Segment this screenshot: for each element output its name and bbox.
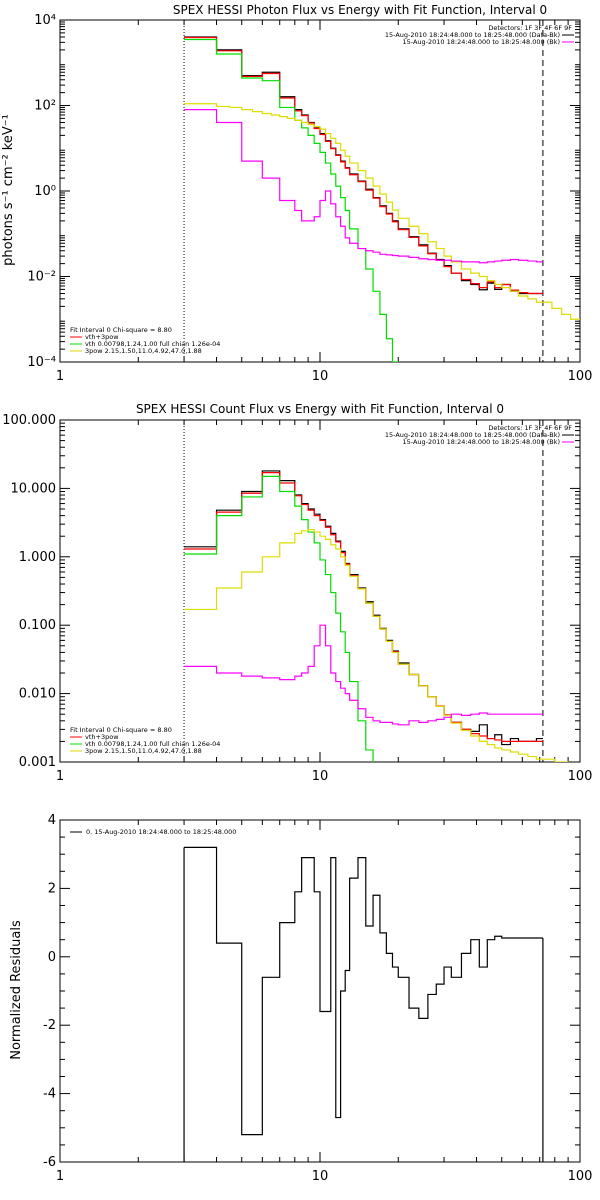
- series-3pow-extension-line: [542, 758, 569, 762]
- series-data-bk-line: [184, 36, 543, 295]
- y-tick-label: 2: [48, 881, 56, 896]
- series-3pow-line: [184, 103, 543, 303]
- legend-bk: 15-Aug-2010 18:24:48.000 to 18:25:48.000…: [403, 438, 560, 446]
- y-tick-label: -2: [43, 1018, 56, 1033]
- y-tick-label: 100.000: [2, 413, 56, 428]
- legend-bottom: Fit Interval 0 Chi-square = 8.80 vth+3po…: [70, 326, 220, 355]
- x-tick-label: 100: [568, 369, 593, 384]
- x-tick-label: 100: [568, 1169, 593, 1184]
- series-group: [183, 20, 580, 362]
- legend-bk: 15-Aug-2010 18:24:48.000 to 18:25:48.000…: [403, 38, 560, 46]
- legend-bottom: Fit Interval 0 Chi-square = 8.80 vth+3po…: [70, 726, 220, 755]
- y-tick-label: 10⁻²: [27, 270, 56, 285]
- x-tick-label: 100: [568, 769, 593, 784]
- residuals-panel: Normalized Residuals 1 10 100 -6 -4 -2 0 2 4 0. …: [9, 813, 592, 1184]
- series-bk-line: [184, 109, 543, 264]
- series-vth-line: [184, 475, 374, 762]
- plot-frame: [59, 19, 581, 363]
- axis-ticks: 1 10 100 0.001 0.010 0.100 1.000 10.000 100.000: [2, 413, 592, 784]
- legend-3pow: 3pow 2.15,1.50,11.0,4.92,47.0,1.88: [85, 747, 202, 755]
- x-tick-label: 10: [312, 769, 329, 784]
- series-group: [183, 420, 569, 762]
- legend-detectors: Detectors: 1F 3F 4F 6F 9F: [488, 424, 572, 432]
- series-0-line: [184, 846, 543, 1136]
- legend-3pow: 3pow 2.15,1.50,11.0,4.92,47.0,1.88: [85, 347, 202, 355]
- x-tick-label: 1: [56, 769, 64, 784]
- y-tick-label: 10⁰: [34, 184, 56, 199]
- legend-vth: vth 0.00798,1.24,1.00 full chian 1.26e-0…: [85, 340, 220, 348]
- y-axis-label: photons s⁻¹ cm⁻² keV⁻¹: [1, 114, 16, 266]
- series-bk-line: [184, 624, 543, 726]
- series-3pow-line: [184, 528, 543, 760]
- x-tick-label: 1: [56, 1169, 64, 1184]
- count-flux-panel: SPEX HESSI Count Flux vs Energy with Fit…: [2, 402, 592, 784]
- y-tick-label: -4: [43, 1087, 56, 1102]
- legend-data-bk: 15-Aug-2010 18:24:48.000 to 18:25:48.000…: [385, 31, 560, 39]
- y-tick-label: 0.010: [19, 687, 56, 702]
- y-tick-label: 10⁻⁴: [27, 355, 56, 370]
- legend-top: Detectors: 1F 3F 4F 6F 9F 15-Aug-2010 18…: [385, 424, 574, 446]
- y-tick-label: 0: [48, 950, 56, 965]
- series-vth-3pow-line: [184, 36, 543, 295]
- chart-title: SPEX HESSI Photon Flux vs Energy with Fi…: [173, 3, 547, 17]
- series-vth-line: [184, 38, 399, 362]
- legend-vth: vth 0.00798,1.24,1.00 full chian 1.26e-0…: [85, 740, 220, 748]
- series-group: [183, 846, 544, 1162]
- photon-flux-panel: SPEX HESSI Photon Flux vs Energy with Fi…: [1, 3, 592, 384]
- legend-detectors: Detectors: 1F 3F 4F 6F 9F: [488, 24, 572, 32]
- x-tick-label: 1: [56, 369, 64, 384]
- legend-vth3pow: vth+3pow: [85, 333, 119, 341]
- series-3pow-extension-line: [542, 301, 580, 320]
- x-tick-label: 10: [312, 369, 329, 384]
- legend-top: Detectors: 1F 3F 4F 6F 9F 15-Aug-2010 18…: [385, 24, 574, 46]
- legend-data-bk: 15-Aug-2010 18:24:48.000 to 18:25:48.000…: [385, 431, 560, 439]
- y-tick-label: 10²: [34, 99, 56, 114]
- legend-fit-interval: Fit Interval 0 Chi-square = 8.80: [70, 726, 172, 734]
- y-tick-label: 10.000: [11, 481, 57, 496]
- legend-vth3pow: vth+3pow: [85, 733, 119, 741]
- x-tick-label: 10: [312, 1169, 329, 1184]
- legend-fit-interval: Fit Interval 0 Chi-square = 8.80: [70, 326, 172, 334]
- y-axis-label: Normalized Residuals: [9, 920, 24, 1060]
- series-vth-3pow-line: [184, 472, 543, 743]
- y-tick-label: 4: [48, 813, 56, 828]
- y-tick-label: 0.001: [19, 755, 56, 770]
- legend-interval: 0. 15-Aug-2010 18:24:48.000 to 18:25:48.…: [86, 828, 236, 836]
- y-tick-label: 0.100: [19, 618, 56, 633]
- chart-title: SPEX HESSI Count Flux vs Energy with Fit…: [136, 402, 504, 416]
- y-tick-label: 10⁴: [34, 13, 56, 28]
- axis-ticks: 1 10 100 10⁻⁴ 10⁻² 10⁰ 10² 10⁴: [27, 13, 592, 384]
- plot-frame: [59, 419, 581, 763]
- y-tick-label: -6: [43, 1155, 56, 1170]
- axis-ticks: 1 10 100 -6 -4 -2 0 2 4: [43, 813, 592, 1184]
- y-tick-label: 1.000: [19, 550, 56, 565]
